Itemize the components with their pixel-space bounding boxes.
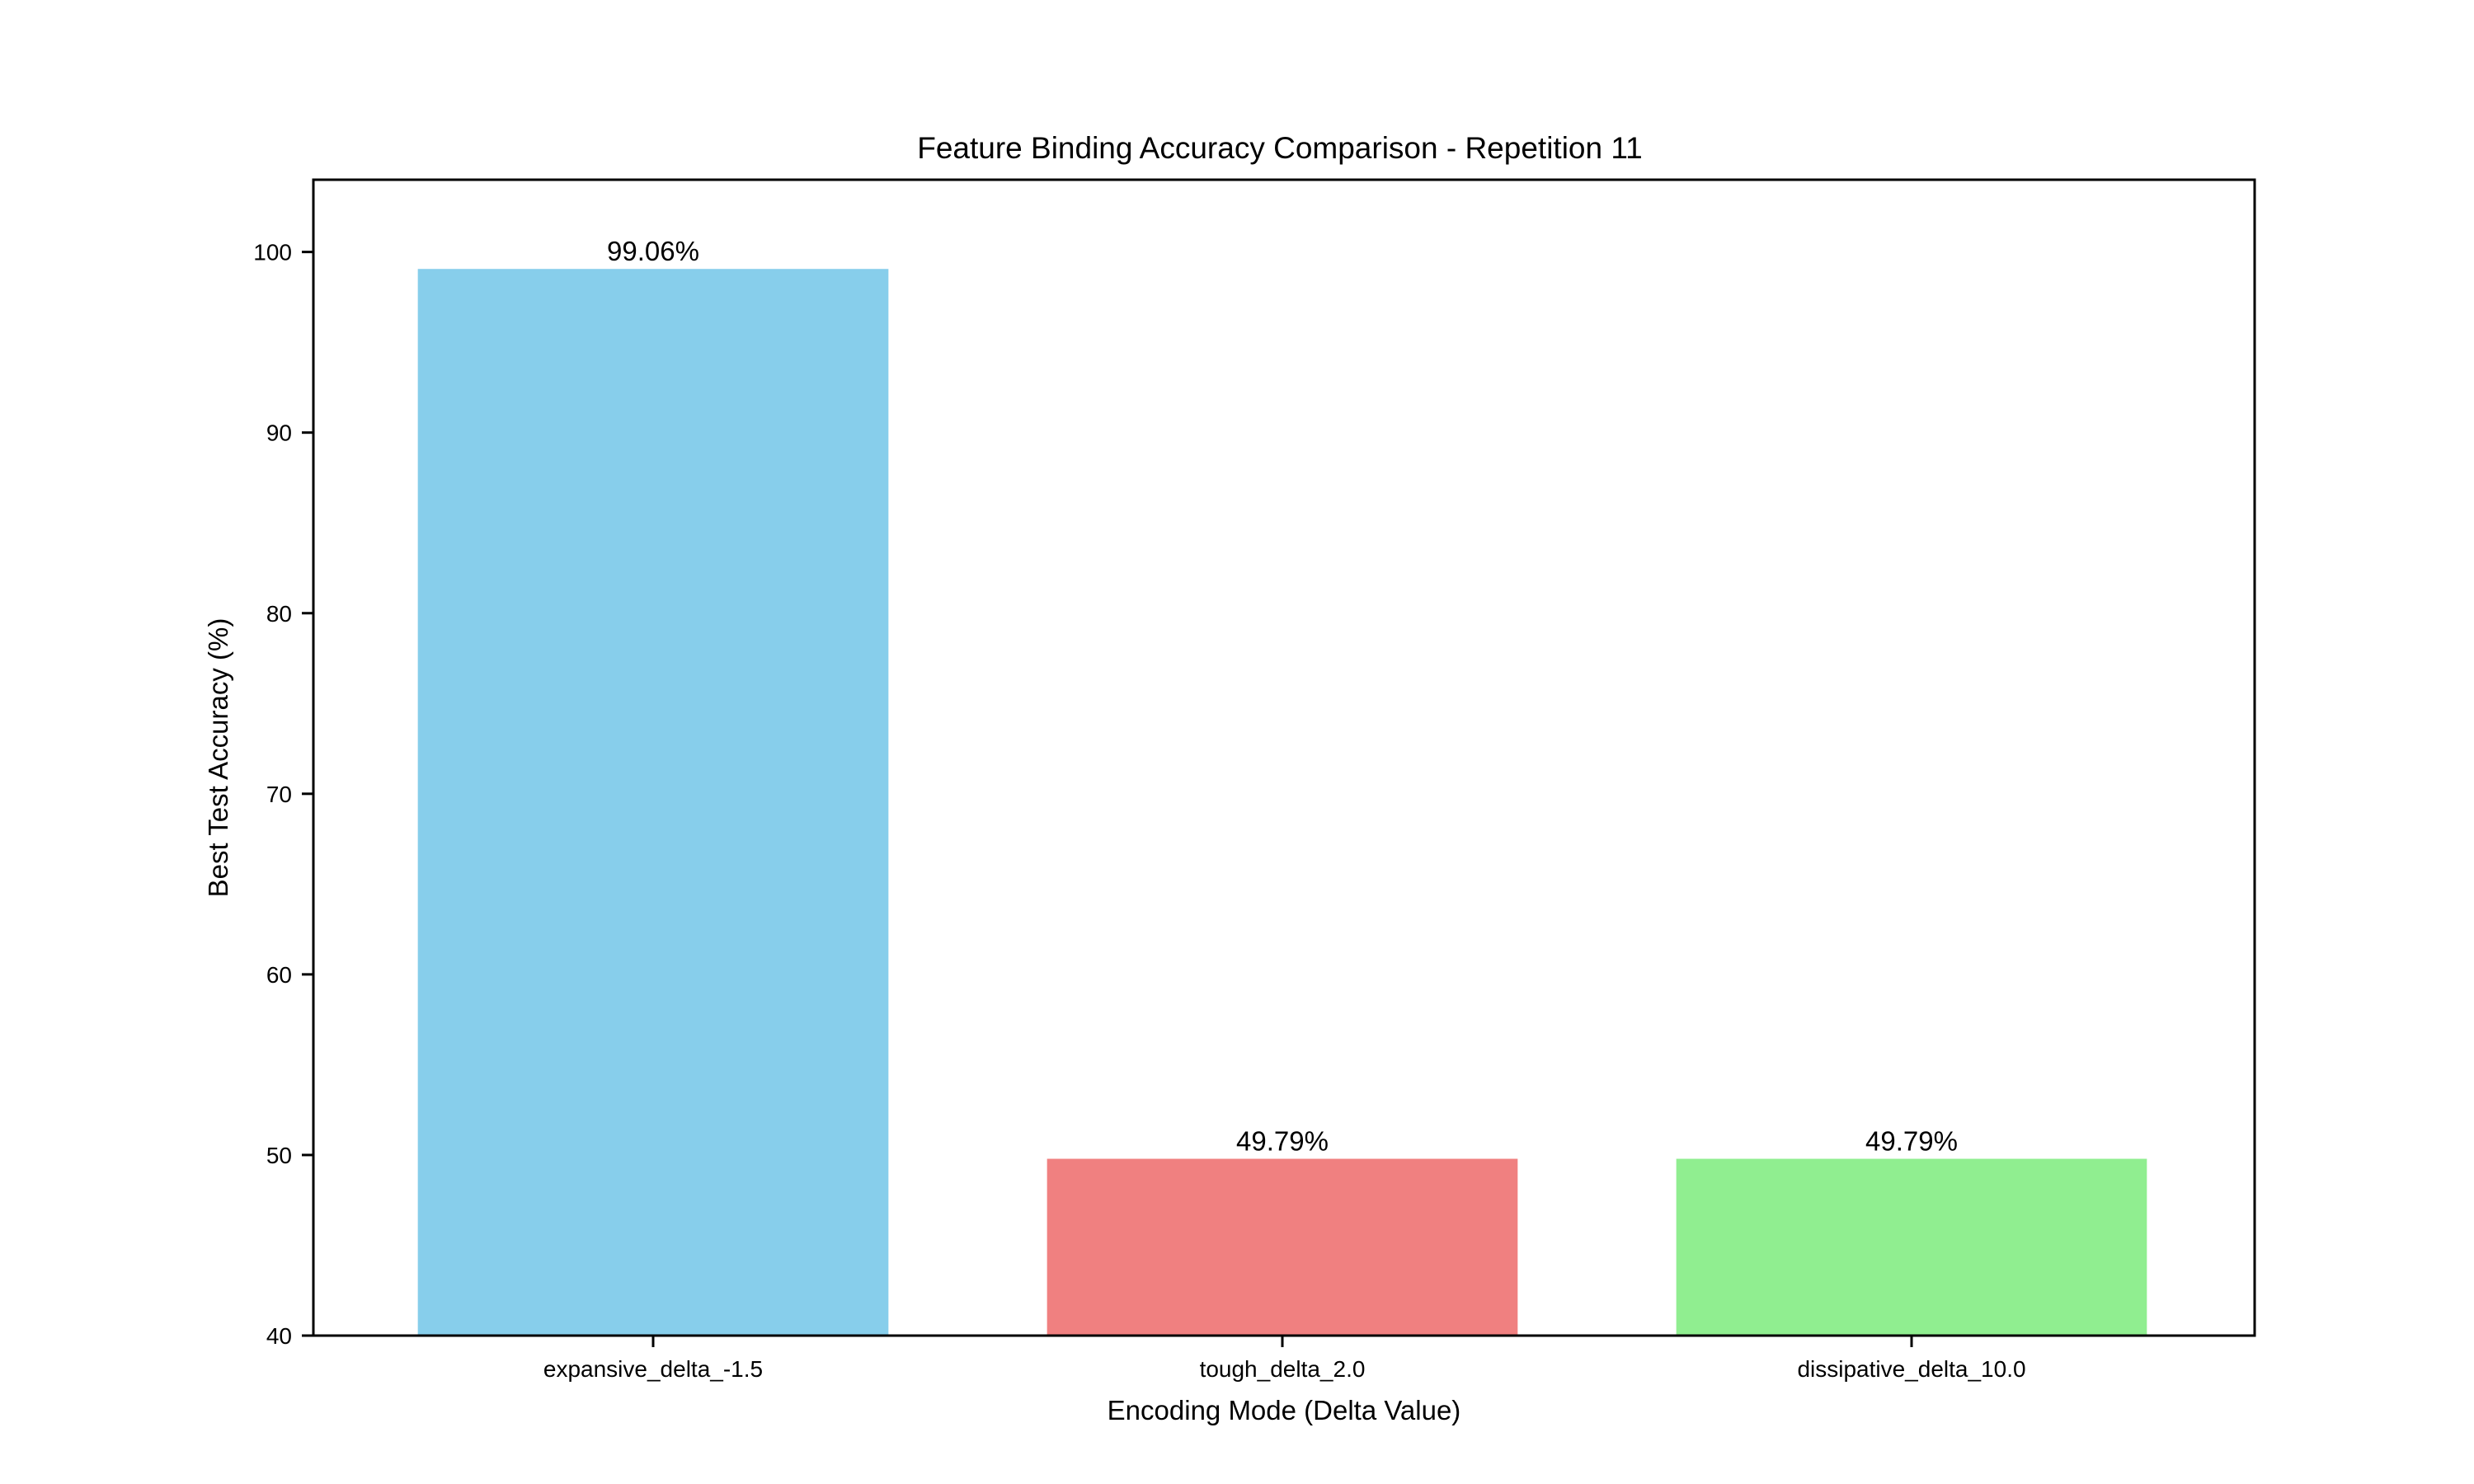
bar-value-label-1: 99.06%	[607, 236, 699, 266]
x-tick-label-1: expansive_delta_-1.5	[543, 1356, 763, 1382]
x-tick-label-2: tough_delta_2.0	[1200, 1356, 1366, 1382]
y-tick-label-50: 50	[266, 1143, 292, 1168]
plot-frame	[312, 178, 2256, 1337]
y-tick-label-80: 80	[266, 601, 292, 627]
y-axis-label: Best Test Accuracy (%)	[203, 618, 233, 898]
x-axis-label: Encoding Mode (Delta Value)	[1108, 1395, 1461, 1425]
bar-3	[1676, 1158, 2147, 1336]
bars-layer	[417, 269, 2147, 1336]
y-tick-label-90: 90	[266, 420, 292, 446]
y-tick-label-100: 100	[253, 240, 292, 265]
y-tick-label-40: 40	[266, 1323, 292, 1349]
y-tick-label-70: 70	[266, 782, 292, 807]
bar-value-label-2: 49.79%	[1236, 1126, 1329, 1157]
chart-title: Feature Binding Accuracy Comparison - Re…	[917, 131, 1643, 165]
bar-1	[417, 269, 889, 1336]
bar-value-label-3: 49.79%	[1865, 1126, 1958, 1157]
x-axis: expansive_delta_-1.5 tough_delta_2.0 dissi…	[543, 1336, 2026, 1382]
y-tick-label-60: 60	[266, 962, 292, 988]
y-axis: 40 50 60 70 80 90 100	[253, 240, 313, 1349]
x-tick-label-3: dissipative_delta_10.0	[1797, 1356, 2025, 1382]
data-labels: 99.06% 49.79% 49.79%	[607, 236, 1958, 1156]
bar-2	[1047, 1158, 1518, 1336]
